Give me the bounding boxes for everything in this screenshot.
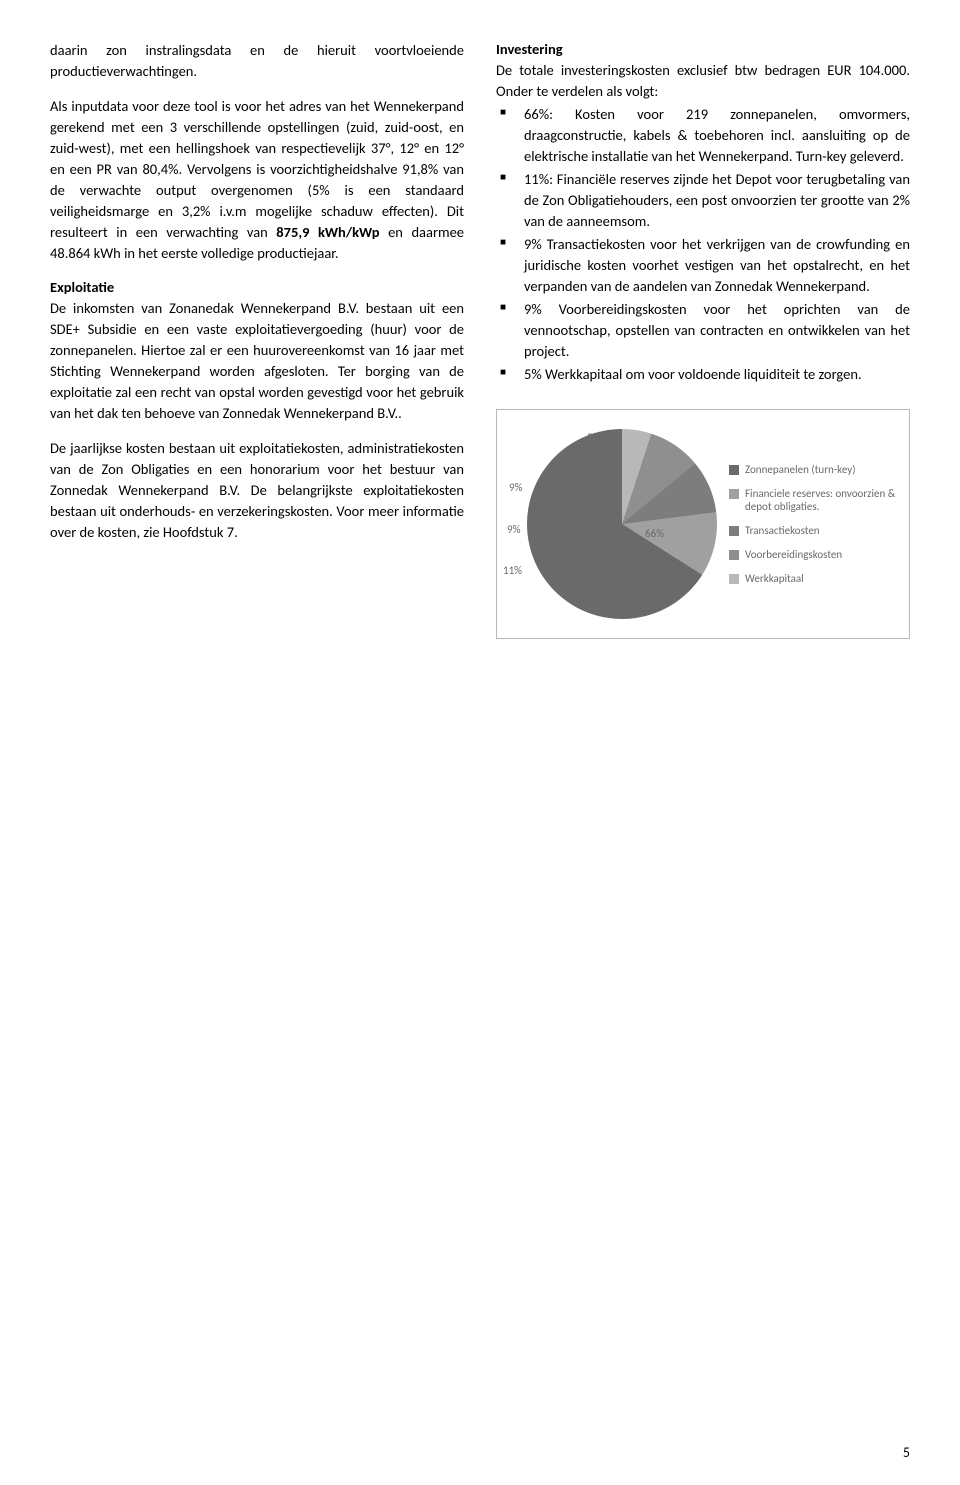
chart-legend: Zonnepanelen (turn-key) Financiele reser… <box>729 463 903 586</box>
right-column: Investering De totale investeringskosten… <box>496 40 910 639</box>
legend-label: Voorbereidingskosten <box>745 548 842 562</box>
legend-swatch <box>729 574 739 584</box>
legend-item: Zonnepanelen (turn-key) <box>729 463 903 477</box>
pie-slice-label: 9% <box>509 481 522 494</box>
paragraph: daarin zon instralingsdata en de hieruit… <box>50 40 464 82</box>
legend-swatch <box>729 489 739 499</box>
legend-swatch <box>729 465 739 475</box>
list-item: 66%: Kosten voor 219 zonnepanelen, omvor… <box>496 104 910 167</box>
bold-value: 875,9 kWh/kWp <box>276 223 379 241</box>
section-heading-exploitatie: Exploitatie <box>50 278 464 296</box>
pie-slice-label: 11% <box>503 564 522 577</box>
legend-item: Transactiekosten <box>729 524 903 538</box>
list-item: 11%: Financiële reserves zijnde het Depo… <box>496 169 910 232</box>
pie-slice-label: 66% <box>645 527 664 540</box>
list-item: 9% Transactiekosten voor het verkrijgen … <box>496 234 910 297</box>
legend-label: Financiele reserves: onvoorzien & depot … <box>745 487 903 515</box>
list-item: 9% Voorbereidingskosten voor het opricht… <box>496 299 910 362</box>
pie-graphic <box>527 429 717 619</box>
paragraph: De jaarlijkse kosten bestaan uit exploit… <box>50 438 464 543</box>
investment-bullet-list: 66%: Kosten voor 219 zonnepanelen, omvor… <box>496 104 910 385</box>
pie-container: 66% 11% 9% 9% 5% <box>527 429 717 619</box>
pie-slice-label: 9% <box>507 523 520 536</box>
two-column-layout: daarin zon instralingsdata en de hieruit… <box>50 40 910 639</box>
paragraph: De inkomsten van Zonanedak Wennekerpand … <box>50 298 464 424</box>
legend-label: Transactiekosten <box>745 524 820 538</box>
legend-swatch <box>729 550 739 560</box>
legend-item: Voorbereidingskosten <box>729 548 903 562</box>
legend-label: Zonnepanelen (turn-key) <box>745 463 856 477</box>
pie-slice-label: 5% <box>587 431 600 444</box>
legend-label: Werkkapitaal <box>745 572 804 586</box>
paragraph: De totale investeringskosten exclusief b… <box>496 60 910 102</box>
list-item: 5% Werkkapitaal om voor voldoende liquid… <box>496 364 910 385</box>
legend-swatch <box>729 526 739 536</box>
paragraph: Als inputdata voor deze tool is voor het… <box>50 96 464 264</box>
legend-item: Werkkapitaal <box>729 572 903 586</box>
investment-pie-chart: 66% 11% 9% 9% 5% Zonnepanelen (turn-key)… <box>496 409 910 639</box>
left-column: daarin zon instralingsdata en de hieruit… <box>50 40 464 639</box>
page-number: 5 <box>903 1444 910 1461</box>
legend-item: Financiele reserves: onvoorzien & depot … <box>729 487 903 515</box>
text-run: Als inputdata voor deze tool is voor het… <box>50 97 464 241</box>
section-heading-investering: Investering <box>496 40 910 58</box>
